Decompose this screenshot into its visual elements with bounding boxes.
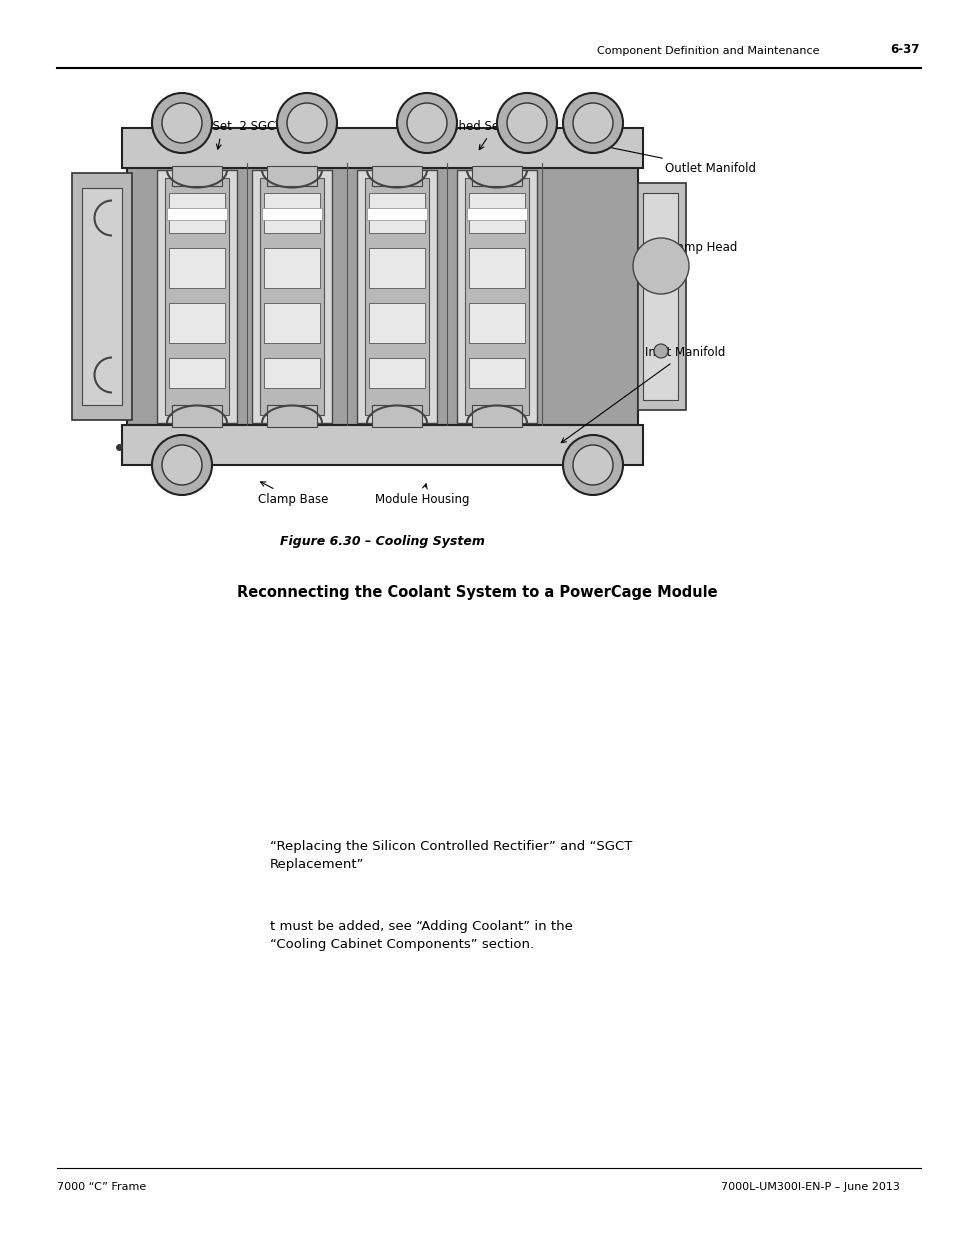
- Bar: [82, 188, 122, 405]
- Circle shape: [562, 435, 622, 495]
- Bar: [122, 425, 642, 466]
- Bar: [264, 303, 319, 343]
- Text: 6-37: 6-37: [890, 43, 919, 56]
- Circle shape: [407, 103, 447, 143]
- Bar: [260, 178, 324, 415]
- Text: Matched Set  2 SGCTs: Matched Set 2 SGCTs: [430, 121, 558, 149]
- Bar: [642, 193, 678, 400]
- Bar: [372, 165, 421, 186]
- Bar: [252, 170, 332, 424]
- Text: 7000 “C” Frame: 7000 “C” Frame: [57, 1182, 146, 1192]
- Bar: [365, 178, 429, 415]
- Circle shape: [573, 103, 613, 143]
- Bar: [267, 165, 316, 186]
- Bar: [169, 303, 225, 343]
- Bar: [127, 163, 638, 425]
- Text: Clamp Base: Clamp Base: [257, 482, 328, 505]
- Bar: [456, 170, 537, 424]
- Bar: [469, 303, 524, 343]
- Bar: [264, 193, 319, 233]
- Bar: [472, 165, 521, 186]
- Bar: [172, 405, 222, 427]
- Bar: [122, 128, 642, 168]
- Bar: [372, 405, 421, 427]
- Bar: [369, 193, 424, 233]
- Circle shape: [287, 103, 327, 143]
- Circle shape: [162, 103, 202, 143]
- Bar: [638, 183, 685, 410]
- Bar: [165, 178, 229, 415]
- Bar: [264, 248, 319, 288]
- Bar: [369, 303, 424, 343]
- Bar: [262, 207, 322, 220]
- Circle shape: [396, 93, 456, 153]
- Circle shape: [162, 445, 202, 485]
- Bar: [356, 170, 436, 424]
- Bar: [267, 405, 316, 427]
- Bar: [169, 193, 225, 233]
- Text: Reconnecting the Coolant System to a PowerCage Module: Reconnecting the Coolant System to a Pow…: [236, 585, 717, 600]
- Bar: [369, 248, 424, 288]
- Circle shape: [152, 435, 212, 495]
- Bar: [367, 207, 427, 220]
- Circle shape: [562, 93, 622, 153]
- Text: Outlet Manifold: Outlet Manifold: [591, 142, 755, 174]
- Text: Inlet Manifold: Inlet Manifold: [560, 347, 724, 442]
- Text: “Replacing the Silicon Controlled Rectifier” and “SGCT
Replacement”: “Replacing the Silicon Controlled Rectif…: [270, 840, 632, 871]
- Text: 7000L-UM300I-EN-P – June 2013: 7000L-UM300I-EN-P – June 2013: [720, 1182, 899, 1192]
- Circle shape: [654, 345, 667, 358]
- Bar: [467, 207, 526, 220]
- Text: Component Definition and Maintenance: Component Definition and Maintenance: [597, 46, 820, 56]
- Text: Module Housing: Module Housing: [375, 484, 469, 505]
- Bar: [172, 165, 222, 186]
- Bar: [369, 358, 424, 388]
- Circle shape: [573, 445, 613, 485]
- Circle shape: [506, 103, 546, 143]
- Bar: [264, 358, 319, 388]
- Circle shape: [276, 93, 336, 153]
- Bar: [169, 358, 225, 388]
- Bar: [157, 170, 236, 424]
- Text: Figure 6.30 – Cooling System: Figure 6.30 – Cooling System: [280, 535, 484, 548]
- Bar: [167, 207, 227, 220]
- Circle shape: [633, 238, 688, 294]
- Bar: [469, 193, 524, 233]
- Bar: [472, 405, 521, 427]
- Circle shape: [152, 93, 212, 153]
- Bar: [169, 248, 225, 288]
- Text: Matched Set  2 SGCTs: Matched Set 2 SGCTs: [158, 121, 287, 149]
- Bar: [464, 178, 529, 415]
- Bar: [469, 248, 524, 288]
- Bar: [71, 173, 132, 420]
- Text: t must be added, see “Adding Coolant” in the
“Cooling Cabinet Components” sectio: t must be added, see “Adding Coolant” in…: [270, 920, 572, 951]
- Bar: [469, 358, 524, 388]
- Text: Clamp Head: Clamp Head: [660, 242, 737, 274]
- Circle shape: [497, 93, 557, 153]
